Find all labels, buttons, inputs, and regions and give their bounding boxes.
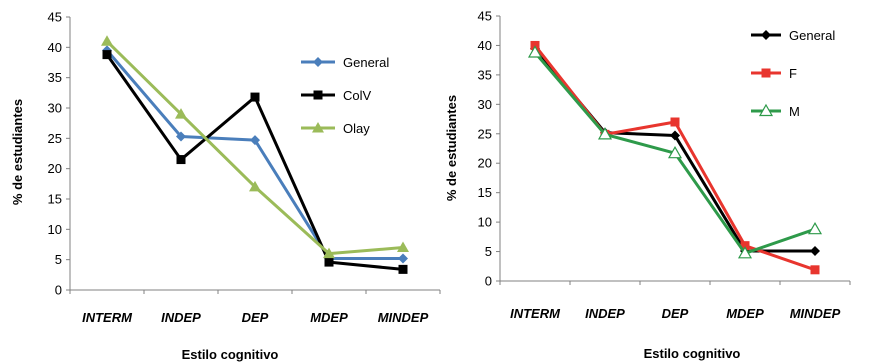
legend-label: ColV [343, 88, 372, 103]
x-tick-label: MDEP [726, 306, 764, 321]
x-axis-title: Estilo cognitivo [644, 346, 741, 361]
y-tick-label: 40 [48, 40, 62, 55]
y-tick-label: 10 [48, 222, 62, 237]
series-olay [101, 35, 409, 259]
y-tick-label: 35 [478, 67, 492, 82]
data-point [102, 50, 112, 60]
legend-marker [313, 57, 323, 67]
legend-marker [761, 68, 771, 78]
data-point [398, 253, 408, 264]
data-point [250, 92, 260, 102]
data-point [175, 108, 187, 119]
legend-label: F [789, 66, 797, 81]
y-tick-label: 0 [55, 283, 62, 298]
legend-marker [761, 30, 771, 40]
series-general [102, 45, 408, 264]
legend-marker [758, 103, 774, 117]
legend-label: General [343, 55, 389, 70]
data-point [597, 127, 613, 140]
y-tick-label: 45 [478, 9, 492, 24]
y-tick-label: 30 [48, 101, 62, 116]
y-tick-label: 0 [485, 274, 492, 289]
data-point [740, 241, 750, 251]
data-point [176, 155, 186, 165]
y-tick-label: 20 [478, 156, 492, 171]
data-point [324, 257, 334, 267]
y-tick-label: 15 [478, 185, 492, 200]
y-tick-label: 35 [48, 70, 62, 85]
x-tick-label: INTERM [82, 310, 133, 325]
data-point [250, 135, 260, 146]
series-line [105, 49, 403, 260]
y-tick-label: 25 [48, 131, 62, 146]
legend-label: Olay [343, 121, 370, 136]
series-m [527, 45, 823, 259]
y-tick-label: 10 [478, 215, 492, 230]
x-tick-label: MDEP [310, 310, 348, 325]
data-point [249, 180, 261, 192]
x-tick-label: DEP [242, 310, 269, 325]
y-tick-label: 40 [478, 38, 492, 53]
y-tick-label: 5 [55, 252, 62, 267]
data-point [323, 247, 335, 259]
legend-label: M [789, 104, 800, 119]
data-point [810, 265, 820, 275]
legend: General ColV Olay [301, 55, 389, 136]
legend-label: General [789, 28, 835, 43]
data-point [807, 221, 823, 235]
data-point [527, 45, 543, 58]
legend: General F M [751, 28, 835, 119]
y-tick-label: 15 [48, 192, 62, 207]
x-tick-label: INTERM [510, 306, 561, 321]
data-point [176, 131, 186, 142]
data-point [737, 246, 753, 259]
chart-1: 0 5 10 15 20 25 30 35 40 45 INTERM INDEP DEP MDEP MIND… [10, 10, 441, 362]
x-tick-label: MINDEP [378, 310, 429, 325]
chart-2: 0 5 10 15 20 25 30 35 40 45 INTERM INDEP DEP MDEP MIND… [444, 9, 851, 361]
x-tick-label: INDEP [585, 306, 625, 321]
series-colv [102, 50, 408, 274]
data-point [670, 130, 680, 141]
y-tick-label: 20 [48, 161, 62, 176]
y-tick-label: 25 [478, 126, 492, 141]
y-tick-label: 30 [478, 97, 492, 112]
data-point [810, 245, 820, 256]
x-tick-label: DEP [662, 306, 689, 321]
y-tick-label: 45 [48, 10, 62, 25]
y-tick-label: 5 [485, 244, 492, 259]
x-tick-label: MINDEP [790, 306, 841, 321]
data-point [398, 264, 408, 274]
series-line [105, 40, 404, 256]
data-point [670, 117, 680, 127]
x-axis-title: Estilo cognitivo [182, 347, 279, 362]
x-tick-label: INDEP [161, 310, 201, 325]
y-axis-title: % de estudiantes [444, 95, 459, 201]
data-point [397, 241, 409, 253]
legend-marker [313, 90, 323, 100]
data-point [667, 146, 683, 159]
legend-marker [312, 122, 324, 133]
y-axis-title: % de estudiantes [10, 99, 25, 205]
data-point [101, 35, 113, 46]
